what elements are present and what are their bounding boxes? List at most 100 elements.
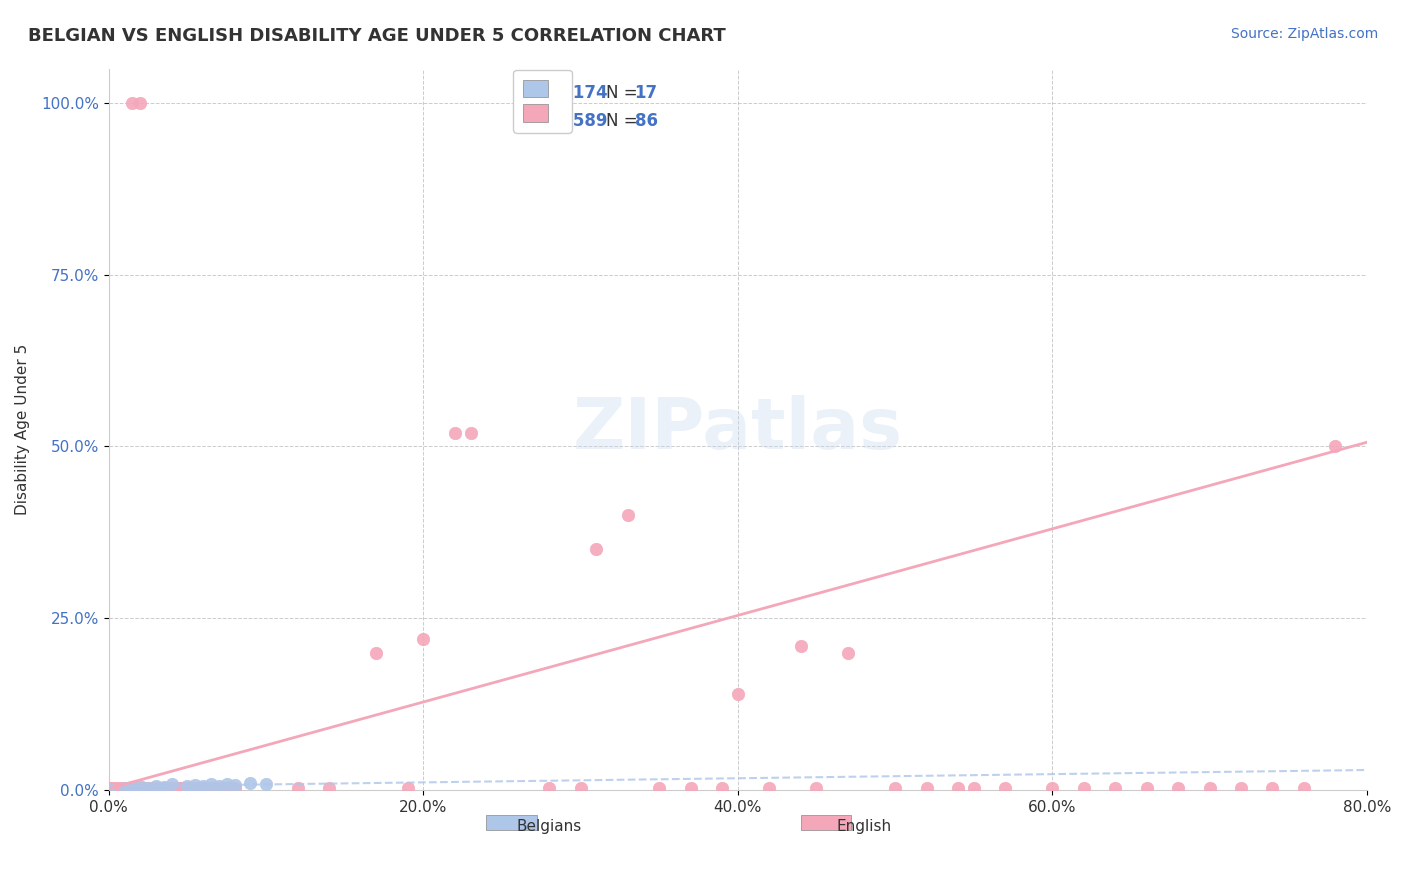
Point <box>129 95 152 110</box>
Point <box>1230 780 1253 795</box>
Point <box>287 780 309 795</box>
Point <box>758 780 780 795</box>
Point <box>121 95 143 110</box>
Point <box>184 778 207 792</box>
Point <box>884 780 907 795</box>
Text: English: English <box>837 819 891 834</box>
Point <box>181 780 204 795</box>
Point <box>1136 780 1159 795</box>
Point <box>1167 780 1189 795</box>
Point <box>97 781 120 796</box>
Point <box>156 780 179 795</box>
Point <box>143 780 166 795</box>
Point <box>146 780 169 795</box>
Point <box>200 780 222 795</box>
Point <box>616 508 638 522</box>
Point <box>104 780 127 795</box>
Point <box>396 780 419 795</box>
Text: 17: 17 <box>634 85 658 103</box>
Point <box>194 780 217 795</box>
Point <box>963 780 986 795</box>
Point <box>204 780 226 795</box>
Point <box>120 780 142 795</box>
Point <box>1104 780 1126 795</box>
Point <box>946 780 969 795</box>
Point <box>460 425 482 440</box>
Point <box>114 780 136 795</box>
Point <box>149 780 172 795</box>
Point <box>193 780 215 795</box>
Point <box>211 780 233 795</box>
Point <box>152 780 174 795</box>
Point <box>208 780 231 795</box>
Point <box>221 780 243 795</box>
Point <box>184 780 207 795</box>
Point <box>679 780 702 795</box>
Point <box>134 780 156 795</box>
Point <box>224 778 246 792</box>
Point <box>136 780 159 795</box>
Point <box>412 632 434 646</box>
Text: R =: R = <box>517 112 554 130</box>
Point <box>994 780 1017 795</box>
Point <box>97 780 120 795</box>
Point <box>184 780 207 795</box>
Point <box>145 779 167 793</box>
Point <box>159 780 181 795</box>
Point <box>214 780 236 795</box>
Point <box>121 780 143 794</box>
Point <box>129 780 152 794</box>
Point <box>443 425 465 440</box>
Point <box>160 780 183 795</box>
Point <box>176 779 198 793</box>
Text: R =: R = <box>517 85 554 103</box>
FancyBboxPatch shape <box>801 815 851 830</box>
Point <box>179 780 201 795</box>
Point <box>145 780 167 795</box>
Text: ZIPatlas: ZIPatlas <box>572 395 903 464</box>
Text: 0.589: 0.589 <box>555 112 607 130</box>
Point <box>117 780 139 795</box>
Point <box>727 687 749 701</box>
Point <box>201 780 224 795</box>
Point <box>129 780 152 795</box>
Point <box>585 542 607 557</box>
Point <box>136 780 159 795</box>
Text: BELGIAN VS ENGLISH DISABILITY AGE UNDER 5 CORRELATION CHART: BELGIAN VS ENGLISH DISABILITY AGE UNDER … <box>28 27 725 45</box>
Point <box>188 780 211 795</box>
Point <box>569 780 592 795</box>
Point <box>224 780 246 795</box>
Point <box>648 780 671 795</box>
Y-axis label: Disability Age Under 5: Disability Age Under 5 <box>15 343 30 515</box>
Point <box>169 780 191 795</box>
Point <box>318 780 340 795</box>
Point <box>207 780 229 795</box>
Point <box>208 779 231 793</box>
Text: N =: N = <box>606 112 643 130</box>
Point <box>711 780 734 795</box>
Point <box>215 777 238 791</box>
Point <box>153 780 176 795</box>
Text: Belgians: Belgians <box>516 819 582 834</box>
Point <box>1198 780 1220 795</box>
Point <box>101 780 124 795</box>
Point <box>111 780 134 795</box>
Point <box>1292 780 1315 795</box>
Point <box>366 646 388 660</box>
Point <box>191 780 214 795</box>
Point <box>107 780 129 795</box>
Point <box>239 776 262 790</box>
Point <box>1261 780 1284 795</box>
Point <box>162 780 184 795</box>
Point <box>127 780 149 795</box>
Point <box>172 780 194 795</box>
Point <box>1073 780 1095 795</box>
Point <box>198 780 221 795</box>
Point <box>193 780 215 794</box>
Point <box>837 646 859 660</box>
Point <box>1040 780 1063 795</box>
Point <box>153 780 176 794</box>
Point <box>160 777 183 791</box>
Point <box>166 780 188 795</box>
Text: N =: N = <box>606 85 643 103</box>
